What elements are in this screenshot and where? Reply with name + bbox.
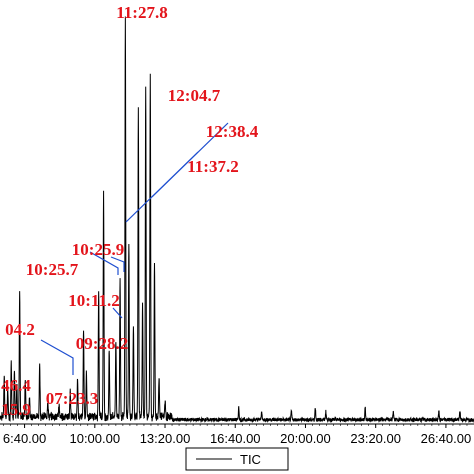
x-tick-label: 13:20.00 — [140, 431, 191, 446]
peak-label: 04.2 — [5, 320, 35, 339]
label-layer: 11:27.8 12:04.7 12:38.4 11:37.2 10:25.910:25… — [1, 3, 259, 419]
peak-label: 12:04.7 — [168, 86, 221, 105]
peak-callout-line — [112, 307, 123, 319]
peak-label: 07:23.3 — [46, 389, 98, 408]
peak-callout-line — [40, 339, 74, 375]
peak-callout-line — [110, 256, 125, 272]
x-tick-label: 26:40.00 — [421, 431, 472, 446]
legend-label-tic: TIC — [240, 452, 261, 467]
callout-layer — [40, 122, 229, 375]
axes: 6:40.00 10:00.00 13:20.00 16:40.00 20:00.00 2… — [0, 423, 474, 446]
peak-label: 11:37.2 — [187, 157, 238, 176]
x-tick-label: 20:00.00 — [280, 431, 331, 446]
peak-label: 11:27.8 — [116, 3, 167, 22]
tic-trace-line — [0, 16, 474, 424]
peak-label: 46.4 — [1, 376, 31, 395]
peak-label: 10:25.7 — [26, 260, 79, 279]
peak-label: 12:38.4 — [206, 122, 259, 141]
x-tick-label: 23:20.00 — [350, 431, 401, 446]
peak-label: 10:11.2 — [68, 291, 119, 310]
trace-layer — [0, 16, 474, 424]
x-tick-label: 10:00.00 — [69, 431, 120, 446]
peak-callout-line — [89, 251, 119, 275]
peak-label: 15.9 — [1, 400, 31, 419]
peak-callout-line — [125, 151, 199, 223]
legend-box — [185, 447, 289, 471]
legend: TIC — [185, 447, 289, 471]
x-tick-label: 6:40.00 — [3, 431, 46, 446]
x-tick-label: 16:40.00 — [210, 431, 261, 446]
peak-label: 09:28.2 — [76, 334, 128, 353]
peak-label: 10:25.9 — [72, 240, 124, 259]
